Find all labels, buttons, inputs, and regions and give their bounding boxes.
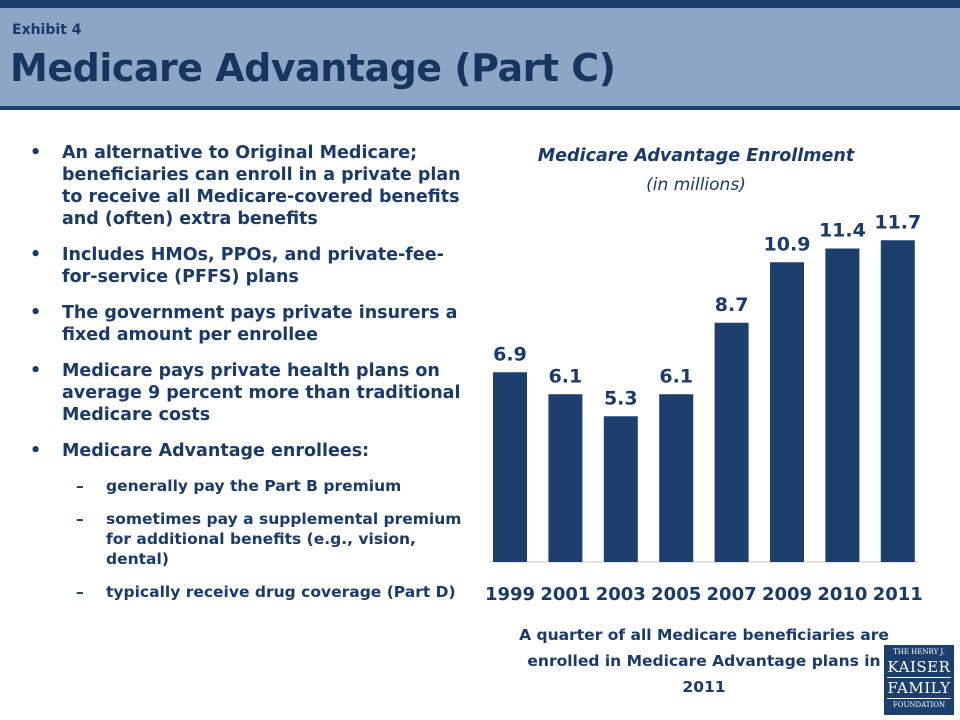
bullet-text: Medicare Advantage enrollees:	[62, 441, 370, 461]
x-tick-label-2011: 2011	[873, 584, 923, 605]
bullet-text: Includes HMOs, PPOs, and private-fee-for…	[62, 245, 444, 287]
x-tick-label-2007: 2007	[707, 584, 757, 605]
data-label-1999: 6.9	[493, 343, 527, 365]
dash-icon: –	[76, 583, 84, 601]
bullet-dot-icon: •	[30, 441, 42, 461]
exhibit-label: Exhibit 4	[12, 22, 82, 38]
bullet-list: • An alternative to Original Medicare; be…	[26, 142, 466, 615]
header-divider	[0, 106, 960, 110]
bar-2005	[659, 394, 694, 562]
dash-icon: –	[76, 477, 84, 495]
kaiser-family-foundation-logo: THE HENRY J. KAISER FAMILY FOUNDATION	[884, 645, 954, 715]
bar-2009	[770, 262, 804, 562]
data-label-2010: 11.4	[819, 220, 866, 242]
data-label-2011: 11.7	[874, 211, 921, 233]
header-banner: Exhibit 4 Medicare Advantage (Part C)	[0, 8, 960, 106]
bullet-item: • Includes HMOs, PPOs, and private-fee-fo…	[26, 244, 466, 288]
data-label-2001: 6.1	[549, 365, 583, 387]
x-tick-label-2005: 2005	[651, 584, 701, 605]
chart-title: Medicare Advantage Enrollment	[537, 146, 855, 166]
sub-bullet-text: typically receive drug coverage (Part D)	[106, 583, 456, 601]
data-label-2007: 8.7	[715, 294, 749, 316]
bullet-dot-icon: •	[30, 303, 42, 323]
bullet-item: • The government pays private insurers a …	[26, 302, 466, 346]
data-label-2005: 6.1	[659, 365, 693, 387]
x-tick-label-1999: 1999	[485, 584, 535, 605]
bullet-item: • An alternative to Original Medicare; be…	[26, 142, 466, 230]
sub-bullet-text: sometimes pay a supplemental premium for…	[106, 510, 462, 568]
logo-line: FOUNDATION	[892, 701, 946, 709]
top-bar	[0, 0, 960, 8]
page-title: Medicare Advantage (Part C)	[10, 46, 616, 90]
chart-caption: A quarter of all Medicare beneficiaries …	[519, 626, 889, 696]
bullet-text: The government pays private insurers a f…	[62, 303, 458, 345]
bullet-text: Medicare pays private health plans on av…	[62, 361, 461, 425]
bar-2003	[603, 416, 638, 562]
bar-2007	[714, 322, 749, 562]
bullet-text: An alternative to Original Medicare; ben…	[62, 143, 461, 229]
chart-subtitle: (in millions)	[646, 175, 746, 195]
x-tick-label-2003: 2003	[596, 584, 646, 605]
bullet-dot-icon: •	[30, 245, 42, 265]
data-label-2009: 10.9	[764, 233, 811, 255]
bullet-item: • Medicare pays private health plans on a…	[26, 360, 466, 426]
bullet-dot-icon: •	[30, 361, 42, 381]
x-tick-label-2009: 2009	[762, 584, 812, 605]
sub-bullet-item: – typically receive drug coverage (Part D…	[26, 582, 466, 602]
logo-line: FAMILY	[887, 677, 951, 699]
bar-2001	[548, 394, 583, 562]
bullet-dot-icon: •	[30, 143, 42, 163]
bar-1999	[493, 372, 527, 562]
bullet-item: • Medicare Advantage enrollees:	[26, 440, 466, 462]
dash-icon: –	[76, 510, 84, 528]
x-tick-label-2010: 2010	[817, 584, 867, 605]
bar-2011	[880, 240, 915, 562]
sub-bullet-item: – sometimes pay a supplemental premium fo…	[26, 509, 466, 569]
sub-bullet-text: generally pay the Part B premium	[106, 477, 402, 495]
sub-bullet-item: – generally pay the Part B premium	[26, 476, 466, 496]
bar-2010	[825, 248, 860, 562]
logo-line: THE HENRY J.	[893, 648, 945, 656]
x-tick-label-2001: 2001	[540, 584, 590, 605]
data-label-2003: 5.3	[604, 387, 638, 409]
enrollment-bar-chart: 6.9 1999 6.1 2001 5.3 2003 6.1 2005 8.7 2007 10.9 2…	[485, 211, 923, 605]
logo-line: KAISER	[887, 658, 951, 676]
